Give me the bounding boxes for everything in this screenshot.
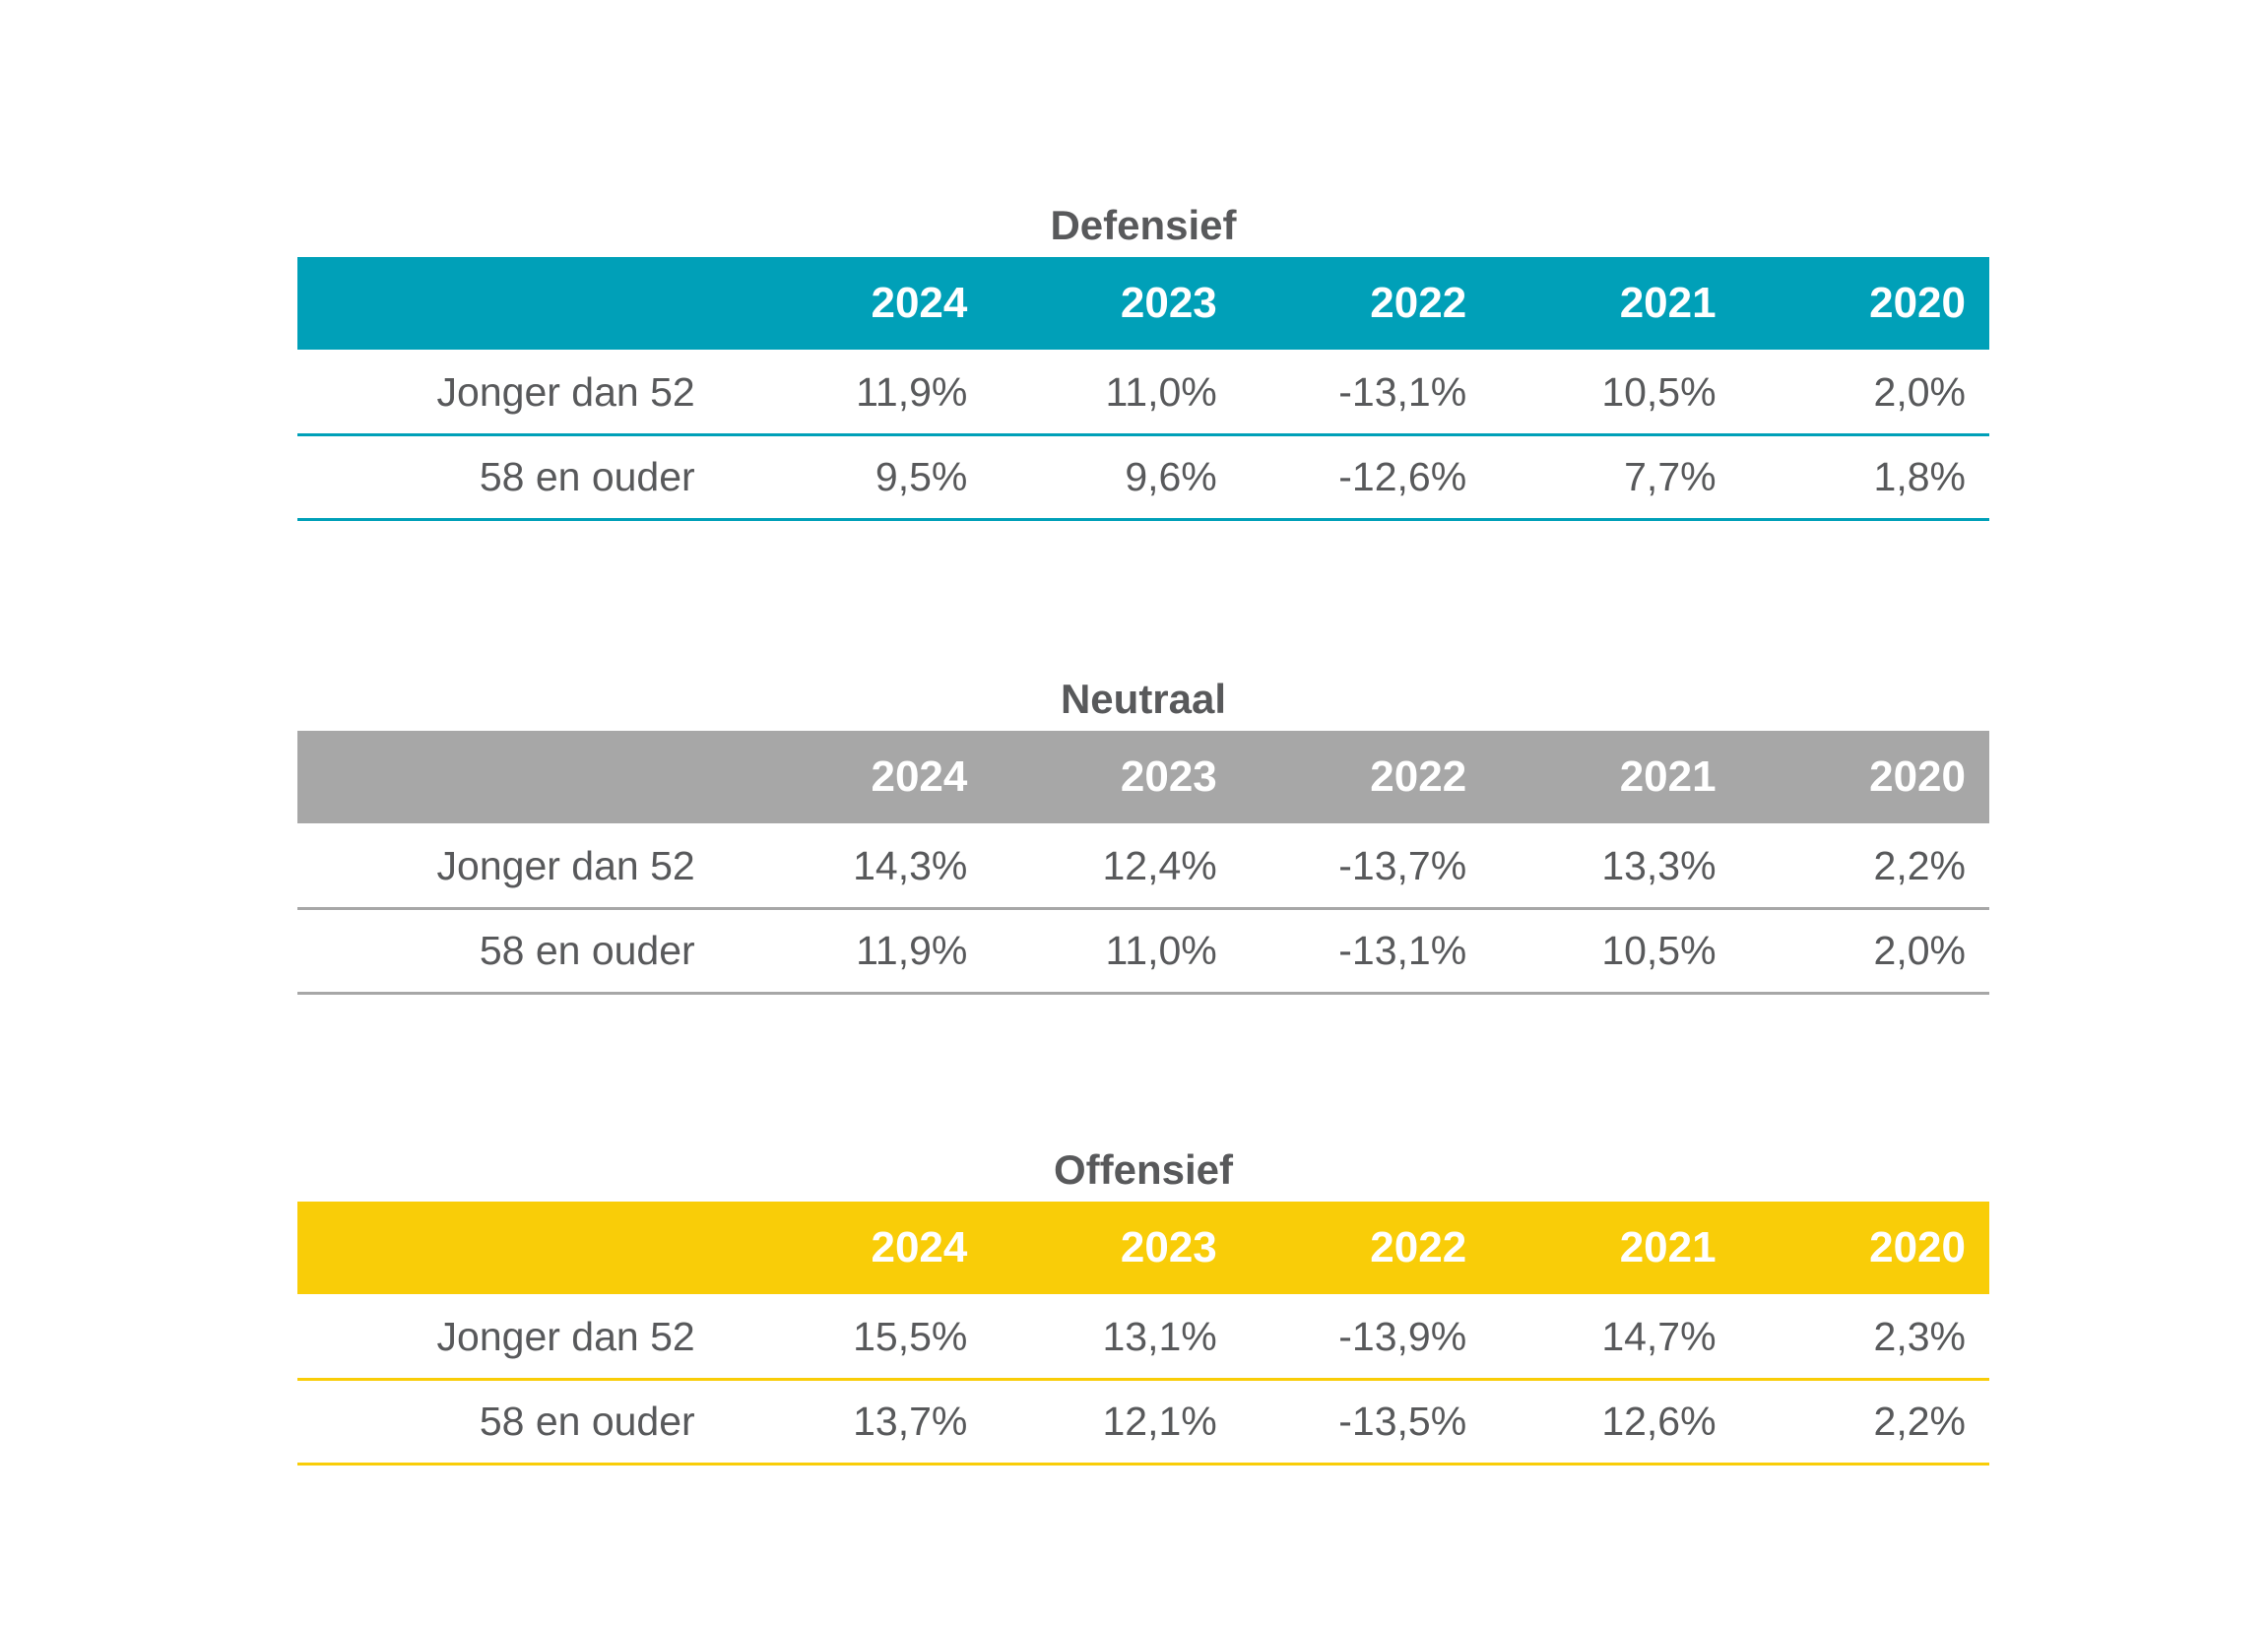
header-year-cell: 2023 xyxy=(1120,279,1217,327)
table-row: 58 en ouder 11,9% 11,0% -13,1% 10,5% 2,0% xyxy=(297,910,1989,995)
value-cell: -12,6% xyxy=(1338,454,1467,499)
table-offensief: Offensief 2024 2023 2022 2021 2020 Jonger dan … xyxy=(297,1139,1989,1466)
value-cell: 2,0% xyxy=(1873,928,1966,973)
value-cell: -13,7% xyxy=(1338,843,1467,888)
header-year-cell: 2024 xyxy=(871,1223,968,1271)
value-cell: 12,6% xyxy=(1601,1399,1717,1444)
header-year-cell: 2020 xyxy=(1869,1223,1966,1271)
value-cell: 7,7% xyxy=(1624,454,1717,499)
header-year-cell: 2024 xyxy=(871,279,968,327)
header-year-cell: 2021 xyxy=(1619,1223,1717,1271)
row-label: Jonger dan 52 xyxy=(436,1314,695,1359)
header-year-cell: 2021 xyxy=(1619,279,1717,327)
value-cell: 10,5% xyxy=(1601,928,1717,973)
table-title: Offensief xyxy=(1053,1146,1234,1193)
header-year-cell: 2020 xyxy=(1869,279,1966,327)
value-cell: 12,1% xyxy=(1102,1399,1217,1444)
header-year-cell: 2021 xyxy=(1619,752,1717,801)
value-cell: 9,6% xyxy=(1125,454,1217,499)
value-cell: -13,1% xyxy=(1338,369,1467,415)
value-cell: 2,2% xyxy=(1873,843,1966,888)
row-label: 58 en ouder xyxy=(479,928,695,973)
value-cell: -13,9% xyxy=(1338,1314,1467,1359)
header-year-cell: 2022 xyxy=(1370,1223,1467,1271)
table-header-row: 2024 2023 2022 2021 2020 xyxy=(297,1202,1989,1294)
value-cell: 11,0% xyxy=(1105,369,1217,415)
header-year-cell: 2023 xyxy=(1120,752,1217,801)
value-cell: 1,8% xyxy=(1873,454,1966,499)
header-year-cell: 2024 xyxy=(871,752,968,801)
header-year-cell: 2020 xyxy=(1869,752,1966,801)
value-cell: 13,1% xyxy=(1102,1314,1217,1359)
header-year-cell: 2022 xyxy=(1370,752,1467,801)
value-cell: 2,3% xyxy=(1873,1314,1966,1359)
table-neutraal: Neutraal 2024 2023 2022 2021 2020 Jonger dan 5… xyxy=(297,668,1989,995)
table-row: Jonger dan 52 11,9% 11,0% -13,1% 10,5% 2,0% xyxy=(297,352,1989,436)
value-cell: 11,9% xyxy=(856,928,968,973)
value-cell: 15,5% xyxy=(853,1314,968,1359)
value-cell: 2,2% xyxy=(1873,1399,1966,1444)
value-cell: 2,0% xyxy=(1873,369,1966,415)
table-row: 58 en ouder 13,7% 12,1% -13,5% 12,6% 2,2% xyxy=(297,1381,1989,1466)
value-cell: 10,5% xyxy=(1601,369,1717,415)
row-label: Jonger dan 52 xyxy=(436,369,695,415)
value-cell: -13,5% xyxy=(1338,1399,1467,1444)
value-cell: 11,9% xyxy=(856,369,968,415)
value-cell: 13,7% xyxy=(853,1399,968,1444)
header-year-cell: 2023 xyxy=(1120,1223,1217,1271)
row-label: 58 en ouder xyxy=(479,454,695,499)
value-cell: 14,7% xyxy=(1601,1314,1717,1359)
table-row: 58 en ouder 9,5% 9,6% -12,6% 7,7% 1,8% xyxy=(297,436,1989,521)
table-defensief: Defensief 2024 2023 2022 2021 2020 Jonger dan … xyxy=(297,194,1989,521)
value-cell: -13,1% xyxy=(1338,928,1467,973)
table-row: Jonger dan 52 15,5% 13,1% -13,9% 14,7% 2,3% xyxy=(297,1296,1989,1381)
value-cell: 9,5% xyxy=(875,454,968,499)
value-cell: 14,3% xyxy=(853,843,968,888)
row-label: Jonger dan 52 xyxy=(436,843,695,888)
header-year-cell: 2022 xyxy=(1370,279,1467,327)
value-cell: 12,4% xyxy=(1102,843,1217,888)
table-header-row: 2024 2023 2022 2021 2020 xyxy=(297,731,1989,823)
value-cell: 13,3% xyxy=(1601,843,1717,888)
row-label: 58 en ouder xyxy=(479,1399,695,1444)
table-title: Defensief xyxy=(1050,202,1237,248)
table-header-row: 2024 2023 2022 2021 2020 xyxy=(297,257,1989,350)
table-row: Jonger dan 52 14,3% 12,4% -13,7% 13,3% 2,2% xyxy=(297,825,1989,910)
table-title: Neutraal xyxy=(1060,676,1227,722)
value-cell: 11,0% xyxy=(1105,928,1217,973)
